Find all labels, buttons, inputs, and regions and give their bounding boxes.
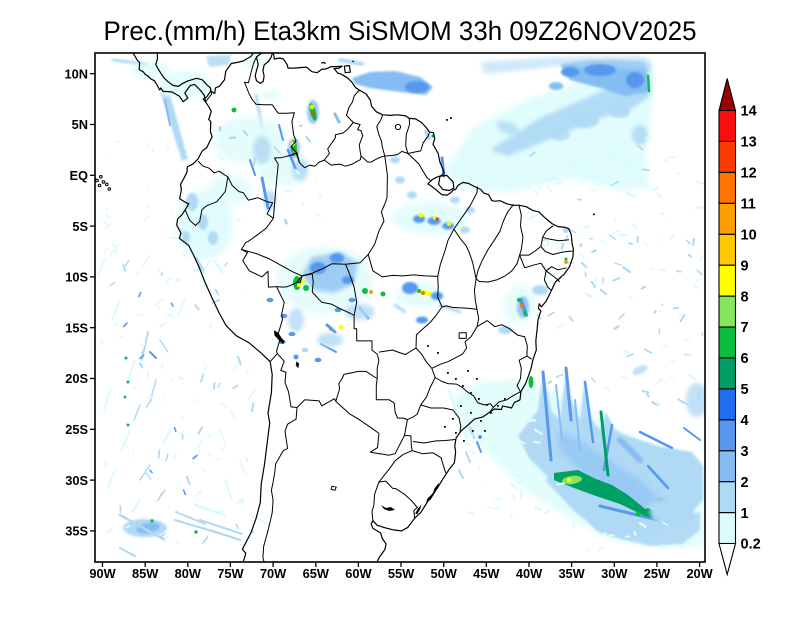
svg-text:85W: 85W	[132, 566, 159, 581]
svg-text:11: 11	[741, 197, 756, 213]
svg-text:20S: 20S	[65, 371, 88, 386]
svg-text:45W: 45W	[473, 566, 500, 581]
svg-text:70W: 70W	[260, 566, 287, 581]
svg-text:80W: 80W	[175, 566, 202, 581]
svg-text:14: 14	[741, 104, 757, 120]
svg-text:10S: 10S	[65, 270, 88, 285]
svg-text:60W: 60W	[345, 566, 372, 581]
svg-text:5S: 5S	[72, 219, 88, 234]
svg-text:8: 8	[741, 289, 749, 305]
svg-text:30S: 30S	[65, 473, 88, 488]
svg-text:2: 2	[741, 475, 749, 491]
svg-text:7: 7	[741, 320, 749, 336]
svg-text:75W: 75W	[217, 566, 244, 581]
svg-text:15S: 15S	[65, 320, 88, 335]
svg-text:40W: 40W	[516, 566, 543, 581]
svg-text:1: 1	[741, 506, 749, 522]
svg-text:50W: 50W	[431, 566, 458, 581]
svg-text:EQ: EQ	[70, 168, 89, 183]
svg-text:0.2: 0.2	[741, 537, 761, 553]
svg-text:5: 5	[741, 382, 749, 398]
svg-text:25W: 25W	[644, 566, 671, 581]
svg-text:3: 3	[741, 444, 749, 460]
svg-text:65W: 65W	[303, 566, 330, 581]
svg-text:5N: 5N	[72, 117, 88, 132]
svg-text:12: 12	[741, 166, 757, 182]
svg-text:10: 10	[741, 227, 757, 243]
svg-text:25S: 25S	[65, 422, 88, 437]
svg-text:35S: 35S	[65, 524, 88, 539]
svg-text:Prec.(mm/h) Eta3km SiSMOM 33h: Prec.(mm/h) Eta3km SiSMOM 33h 09Z26NOV20…	[104, 16, 697, 46]
svg-text:30W: 30W	[601, 566, 628, 581]
svg-text:90W: 90W	[89, 566, 116, 581]
svg-text:9: 9	[741, 258, 749, 274]
svg-text:20W: 20W	[686, 566, 713, 581]
svg-text:10N: 10N	[65, 66, 88, 81]
svg-text:35W: 35W	[558, 566, 585, 581]
svg-text:55W: 55W	[388, 566, 415, 581]
svg-text:13: 13	[741, 135, 757, 151]
svg-text:6: 6	[741, 351, 749, 367]
svg-text:4: 4	[741, 413, 749, 429]
